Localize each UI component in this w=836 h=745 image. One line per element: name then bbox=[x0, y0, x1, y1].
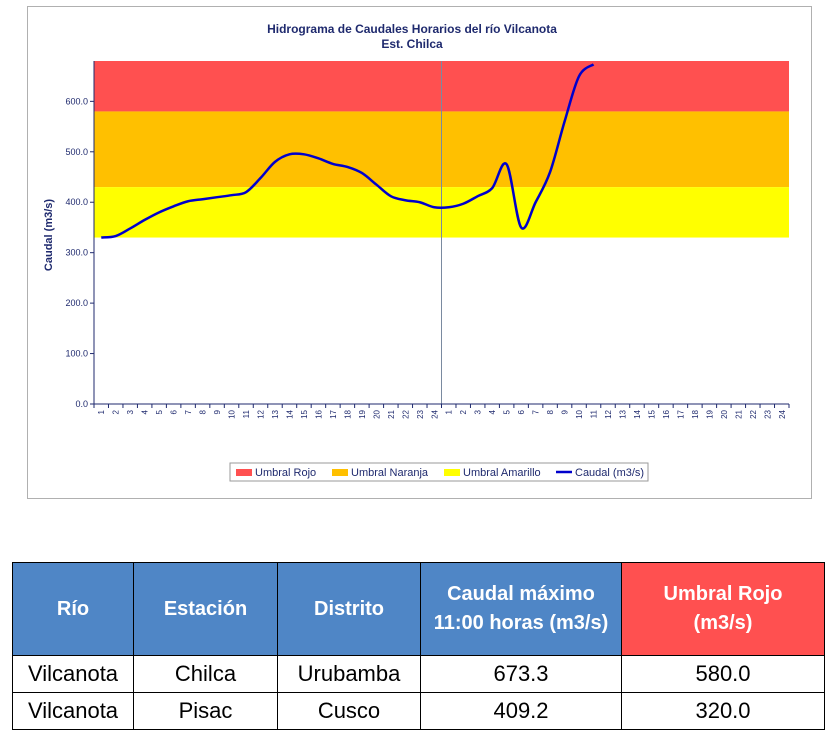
y-tick-label: 300.0 bbox=[65, 248, 88, 258]
x-tick-label: 22 bbox=[401, 409, 410, 418]
x-tick-label: 14 bbox=[633, 409, 642, 418]
cell-rio: Vilcanota bbox=[12, 655, 134, 693]
header-umbral-rojo: Umbral Rojo (m3/s) bbox=[621, 562, 825, 656]
table-header-row: Río Estación Distrito Caudal máximo 11:0… bbox=[12, 562, 825, 656]
header-rio: Río bbox=[12, 562, 134, 656]
y-tick-label: 600.0 bbox=[65, 96, 88, 106]
cell-estacion: Pisac bbox=[133, 692, 278, 730]
y-tick-label: 500.0 bbox=[65, 147, 88, 157]
cell-distrito: Cusco bbox=[277, 692, 421, 730]
x-tick-label: 6 bbox=[517, 409, 526, 414]
legend-label: Umbral Amarillo bbox=[463, 467, 541, 479]
x-tick-label: 4 bbox=[141, 409, 150, 414]
x-tick-label: 3 bbox=[474, 409, 483, 414]
x-tick-label: 9 bbox=[213, 409, 222, 414]
x-tick-label: 16 bbox=[314, 409, 323, 418]
x-tick-label: 3 bbox=[126, 409, 135, 414]
x-tick-label: 10 bbox=[575, 409, 584, 418]
y-axis-label: Caudal (m3/s) bbox=[43, 199, 55, 271]
x-tick-label: 1 bbox=[97, 409, 106, 414]
cell-caudal: 673.3 bbox=[420, 655, 622, 693]
x-tick-label: 17 bbox=[676, 409, 685, 418]
x-tick-label: 20 bbox=[372, 409, 381, 418]
x-tick-label: 5 bbox=[155, 409, 164, 414]
x-tick-label: 4 bbox=[488, 409, 497, 414]
x-tick-label: 19 bbox=[705, 409, 714, 418]
x-tick-label: 17 bbox=[329, 409, 338, 418]
table-row: Vilcanota Chilca Urubamba 673.3 580.0 bbox=[12, 655, 825, 693]
x-tick-label: 2 bbox=[459, 409, 468, 414]
x-tick-label: 24 bbox=[778, 409, 787, 418]
x-tick-label: 22 bbox=[749, 409, 758, 418]
chart-title: Hidrograma de Caudales Horarios del río … bbox=[267, 22, 557, 36]
cell-estacion: Chilca bbox=[133, 655, 278, 693]
legend-swatch bbox=[444, 469, 460, 476]
y-tick-label: 200.0 bbox=[65, 298, 88, 308]
cell-umbral: 580.0 bbox=[621, 655, 825, 693]
x-tick-label: 23 bbox=[763, 409, 772, 418]
x-tick-label: 18 bbox=[343, 409, 352, 418]
hydrograph-svg: Hidrograma de Caudales Horarios del río … bbox=[43, 22, 790, 482]
header-distrito: Distrito bbox=[277, 562, 421, 656]
legend-label: Umbral Naranja bbox=[351, 467, 429, 479]
cell-umbral: 320.0 bbox=[621, 692, 825, 730]
x-tick-label: 13 bbox=[618, 409, 627, 418]
x-tick-label: 7 bbox=[184, 409, 193, 414]
x-tick-label: 8 bbox=[546, 409, 555, 414]
x-tick-label: 23 bbox=[416, 409, 425, 418]
x-tick-label: 9 bbox=[561, 409, 570, 414]
x-tick-label: 11 bbox=[590, 409, 599, 418]
flow-table: Río Estación Distrito Caudal máximo 11:0… bbox=[12, 562, 825, 730]
x-tick-label: 21 bbox=[734, 409, 743, 418]
x-tick-label: 18 bbox=[691, 409, 700, 418]
x-tick-label: 10 bbox=[228, 409, 237, 418]
x-tick-label: 12 bbox=[257, 409, 266, 418]
legend-box bbox=[229, 462, 649, 482]
chart-subtitle: Est. Chilca bbox=[381, 37, 443, 51]
legend-label: Caudal (m3/s) bbox=[575, 467, 644, 479]
legend-swatch bbox=[332, 469, 348, 476]
y-tick-label: 100.0 bbox=[65, 349, 88, 359]
x-tick-label: 16 bbox=[662, 409, 671, 418]
header-caudal-maximo: Caudal máximo 11:00 horas (m3/s) bbox=[420, 562, 622, 656]
x-tick-label: 24 bbox=[430, 409, 439, 418]
y-tick-label: 400.0 bbox=[65, 197, 88, 207]
table-row: Vilcanota Pisac Cusco 409.2 320.0 bbox=[12, 692, 825, 730]
x-tick-label: 19 bbox=[358, 409, 367, 418]
legend: Umbral Rojo Umbral Naranja Umbral Amarillo… bbox=[229, 462, 649, 482]
header-estacion: Estación bbox=[133, 562, 278, 656]
x-tick-label: 15 bbox=[300, 409, 309, 418]
x-tick-label: 15 bbox=[647, 409, 656, 418]
x-tick-label: 7 bbox=[532, 409, 541, 414]
x-tick-label: 12 bbox=[604, 409, 613, 418]
x-tick-label: 2 bbox=[112, 409, 121, 414]
x-tick-label: 11 bbox=[242, 409, 251, 418]
x-tick-label: 6 bbox=[170, 409, 179, 414]
x-tick-label: 20 bbox=[720, 409, 729, 418]
legend-label: Umbral Rojo bbox=[255, 467, 316, 479]
legend-swatch bbox=[236, 469, 252, 476]
cell-rio: Vilcanota bbox=[12, 692, 134, 730]
x-tick-label: 13 bbox=[271, 409, 280, 418]
y-tick-label: 0.0 bbox=[75, 399, 88, 409]
x-tick-label: 5 bbox=[503, 409, 512, 414]
x-tick-label: 14 bbox=[285, 409, 294, 418]
hydrograph-chart: Hidrograma de Caudales Horarios del río … bbox=[27, 6, 812, 499]
x-tick-label: 8 bbox=[199, 409, 208, 414]
x-tick-label: 1 bbox=[445, 409, 454, 414]
cell-distrito: Urubamba bbox=[277, 655, 421, 693]
x-tick-label: 21 bbox=[387, 409, 396, 418]
cell-caudal: 409.2 bbox=[420, 692, 622, 730]
